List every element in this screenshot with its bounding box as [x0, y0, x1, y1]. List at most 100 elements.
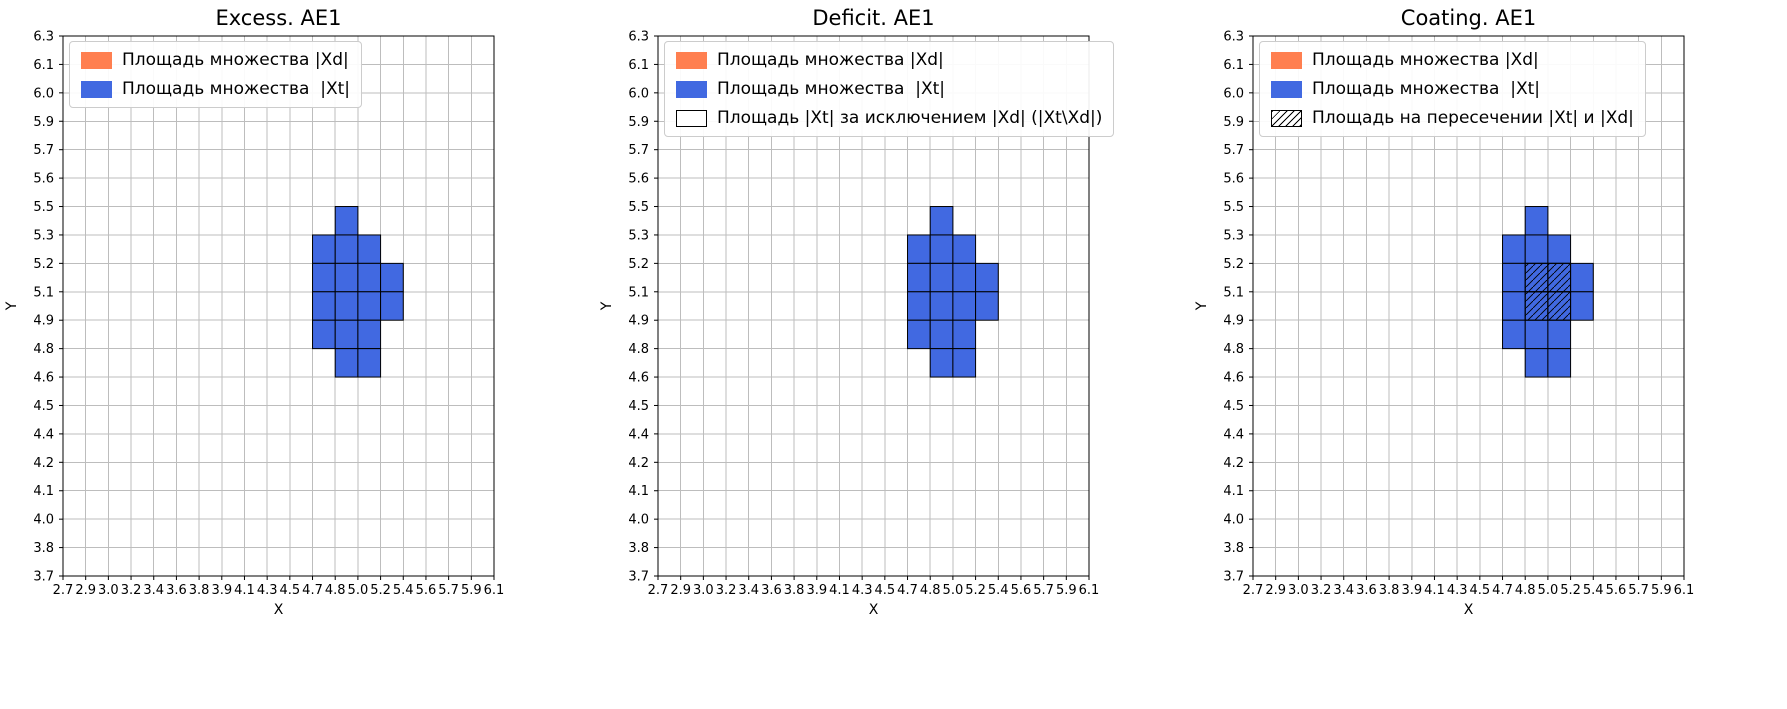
intersection-hatch-cell	[1524, 262, 1549, 293]
legend-swatch-outline	[676, 109, 707, 127]
x-axis-label: X	[1464, 602, 1474, 618]
legend-label: Площадь множества |Xt|	[122, 79, 351, 99]
y-tick-label: 5.2	[33, 257, 54, 272]
x-tick-label: 5.9	[461, 583, 482, 598]
xt-cell	[952, 319, 977, 350]
xt-cell	[357, 262, 382, 293]
x-tick-label: 5.0	[348, 583, 369, 598]
x-tick-label: 2.9	[670, 583, 691, 598]
y-tick-label: 4.9	[628, 314, 649, 329]
legend-swatch-hatch	[1271, 109, 1302, 127]
x-tick-label: 3.2	[121, 583, 142, 598]
xt-cell	[334, 319, 359, 350]
xt-cell	[929, 291, 954, 321]
y-tick-label: 4.8	[1223, 342, 1244, 357]
y-tick-label: 6.0	[628, 86, 649, 101]
intersection-hatch-cell	[1547, 291, 1572, 321]
xt-cell	[312, 291, 336, 321]
x-tick-label: 5.7	[1628, 583, 1649, 598]
y-tick-label: 6.0	[1223, 86, 1244, 101]
xt-cell	[952, 234, 977, 264]
xt-cell	[1547, 348, 1572, 378]
legend-label: Площадь множества |Xt|	[1312, 79, 1541, 99]
panel-excess: 2.7 2.9 3.0 3.2 3.4 3.6 3.8 3.9 4.1 4.3 4.5 4.7 4.8 5…	[0, 0, 595, 709]
x-tick-label: 4.5	[279, 583, 300, 598]
y-tick-label: 5.1	[628, 285, 649, 300]
x-tick-label: 2.7	[648, 583, 669, 598]
xt-cell	[907, 234, 931, 264]
xt-cell	[357, 234, 382, 264]
y-tick-label: 5.2	[1223, 257, 1244, 272]
y-tick-label: 4.2	[628, 456, 649, 471]
xt-cell	[1547, 319, 1572, 350]
x-tick-label: 3.6	[166, 583, 187, 598]
xt-cell	[952, 291, 977, 321]
legend-label: Площадь множества |Xd|	[1312, 50, 1539, 70]
xt-cell	[1502, 319, 1526, 350]
x-tick-label: 4.3	[257, 583, 278, 598]
y-tick-label: 4.1	[33, 484, 54, 499]
xt-cell	[907, 262, 931, 293]
y-tick-label: 4.6	[628, 371, 649, 386]
x-tick-label: 4.7	[302, 583, 323, 598]
legend-entry: Площадь множества |Xd|	[676, 50, 1102, 70]
x-tick-label: 2.9	[75, 583, 96, 598]
y-tick-label: 6.3	[1223, 30, 1244, 45]
xt-cell	[1502, 234, 1526, 264]
x-tick-label: 3.8	[1379, 583, 1400, 598]
xt-cell	[929, 206, 954, 236]
x-tick-label: 3.4	[1333, 583, 1354, 598]
y-tick-label: 4.5	[1223, 399, 1244, 414]
xt-cell	[952, 262, 977, 293]
y-tick-label: 3.8	[628, 541, 649, 556]
y-tick-label: 5.7	[628, 143, 649, 158]
legend-entry: Площадь множества |Xd|	[81, 50, 350, 70]
x-tick-label: 3.0	[1288, 583, 1309, 598]
y-axis-label: Y	[599, 301, 615, 311]
x-tick-label: 6.1	[1079, 583, 1100, 598]
x-tick-label: 4.7	[1492, 583, 1513, 598]
y-tick-label: 3.7	[628, 570, 649, 585]
legend-entry: Площадь |Xt| за исключением |Xd| (|Xt\Xd…	[676, 108, 1102, 128]
xt-cell	[975, 291, 999, 321]
legend-deficit: Площадь множества |Xd| Площадь множества …	[664, 41, 1115, 137]
y-tick-label: 4.2	[33, 456, 54, 471]
x-tick-label: 3.4	[143, 583, 164, 598]
legend-swatch-solid	[1271, 51, 1302, 69]
x-tick-label: 4.7	[897, 583, 918, 598]
x-tick-label: 2.7	[1243, 583, 1264, 598]
x-tick-label: 5.9	[1056, 583, 1077, 598]
y-tick-label: 6.1	[33, 58, 54, 73]
xt-cell	[380, 291, 404, 321]
x-tick-label: 4.8	[325, 583, 346, 598]
legend-swatch-solid	[1271, 80, 1302, 98]
panel-title-deficit: Deficit. AE1	[812, 6, 935, 30]
intersection-hatch-cell	[1524, 291, 1549, 321]
y-tick-label: 4.5	[628, 399, 649, 414]
x-tick-label: 5.2	[370, 583, 391, 598]
legend-swatch-solid	[676, 80, 707, 98]
xt-cell	[1502, 291, 1526, 321]
legend-entry: Площадь множества |Xt|	[676, 79, 1102, 99]
y-tick-label: 5.1	[1223, 285, 1244, 300]
x-tick-label: 2.9	[1265, 583, 1286, 598]
y-tick-label: 5.6	[1223, 172, 1244, 187]
legend-label: Площадь множества |Xd|	[122, 50, 349, 70]
xt-cell	[929, 234, 954, 264]
y-tick-label: 6.0	[33, 86, 54, 101]
y-tick-label: 4.4	[1223, 427, 1244, 442]
y-tick-label: 3.8	[1223, 541, 1244, 556]
y-tick-label: 4.1	[628, 484, 649, 499]
x-tick-label: 3.9	[1401, 583, 1422, 598]
x-tick-label: 5.2	[965, 583, 986, 598]
x-tick-label: 5.0	[943, 583, 964, 598]
x-tick-label: 3.8	[189, 583, 210, 598]
xt-cell	[929, 348, 954, 378]
legend-label: Площадь множества |Xd|	[717, 50, 944, 70]
x-tick-label: 5.4	[988, 583, 1009, 598]
xt-cell	[1524, 234, 1549, 264]
legend-entry: Площадь множества |Xt|	[81, 79, 350, 99]
legend-label: Площадь множества |Xt|	[717, 79, 946, 99]
legend-label: Площадь на пересечении |Xt| и |Xd|	[1312, 108, 1634, 128]
